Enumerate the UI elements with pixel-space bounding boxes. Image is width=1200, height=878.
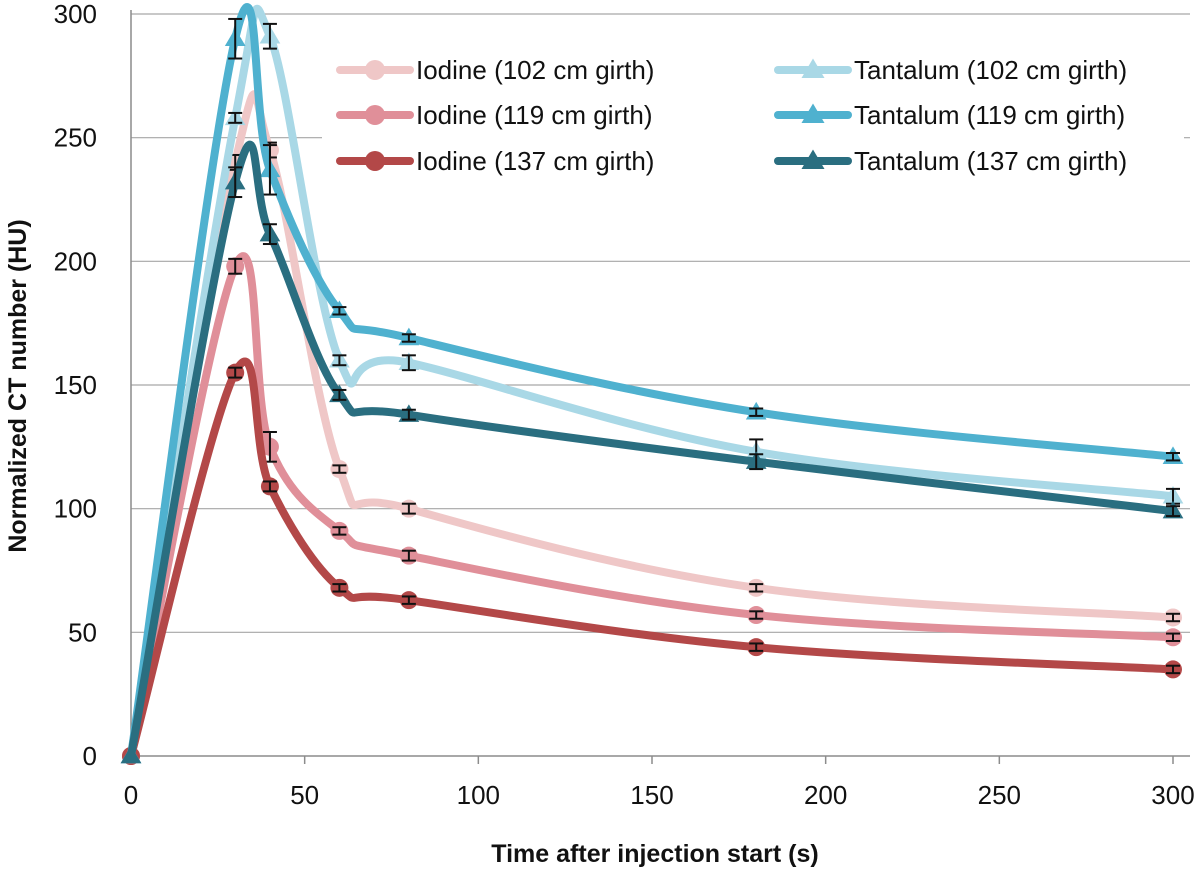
- x-axis-title: Time after injection start (s): [491, 840, 818, 868]
- legend-swatch-marker: [801, 103, 825, 124]
- error-bar-s6-p6: [749, 453, 764, 471]
- legend-label: Tantalum (137 cm girth): [854, 146, 1127, 176]
- legend-box: [322, 40, 1184, 190]
- x-tick-label-100: 100: [457, 780, 500, 810]
- error-bar-s1-p5: [401, 502, 416, 515]
- error-bar-s5-p4: [332, 306, 347, 316]
- x-tick-label-0: 0: [124, 780, 138, 810]
- series-line-3: [127, 357, 1177, 760]
- axes: 0 50 100 150 200 250 300 0 50 100 150 200 250 300: [54, 0, 1195, 810]
- error-bar-s6-p4: [332, 388, 347, 401]
- error-bar-s3-p2: [228, 366, 243, 379]
- error-bar-s6-p7: [1166, 505, 1180, 518]
- y-tick-label-150: 150: [54, 370, 97, 400]
- legend-item-5: Tantalum (119 cm girth): [774, 100, 1125, 130]
- legend-swatch-marker: [365, 105, 385, 125]
- error-bar-s5-p7: [1166, 452, 1180, 462]
- series-3: [122, 357, 1182, 765]
- x-tick-label-300: 300: [1151, 780, 1194, 810]
- legend-swatch-marker: [801, 58, 825, 79]
- y-axis-title: Normalized CT number (HU): [4, 219, 32, 552]
- error-bar-s3-p3: [262, 480, 277, 493]
- error-bar-s5-p5: [401, 333, 416, 343]
- legend-label: Iodine (119 cm girth): [416, 100, 653, 130]
- legend-item-6: Tantalum (137 cm girth): [774, 146, 1127, 176]
- series-4: [120, 4, 1184, 764]
- error-bar-s4-p5: [401, 354, 416, 372]
- error-bar-s3-p4: [332, 583, 347, 593]
- error-bar-s2-p2: [228, 257, 243, 275]
- error-bar-s1-p7: [1166, 612, 1180, 623]
- legend-swatch-marker: [365, 151, 385, 171]
- x-tick-label-150: 150: [630, 780, 673, 810]
- series-line-4: [127, 4, 1177, 760]
- error-bar-s5-p3: [262, 144, 277, 196]
- error-bar-s6-p5: [401, 408, 416, 421]
- data-point-s6-p1: [120, 745, 142, 764]
- legend-item-1: Iodine (102 cm girth): [336, 55, 654, 85]
- error-bar-s4-p2: [228, 111, 243, 124]
- series-layer: [120, 3, 1184, 765]
- x-tick-label-250: 250: [978, 780, 1021, 810]
- series-5: [120, 3, 1184, 764]
- legend-swatch-marker: [365, 60, 385, 80]
- y-tick-label-250: 250: [54, 123, 97, 153]
- legend-swatch-marker: [801, 149, 825, 170]
- error-bar-s3-p5: [401, 595, 416, 605]
- error-bar-s6-p3: [262, 223, 277, 246]
- x-tick-label-200: 200: [804, 780, 847, 810]
- legend-item-2: Iodine (119 cm girth): [336, 100, 653, 130]
- error-bar-s6-p2: [228, 166, 243, 199]
- error-bar-s3-p7: [1166, 664, 1180, 675]
- error-bar-s5-p6: [749, 407, 764, 417]
- error-bar-s4-p4: [332, 354, 347, 367]
- y-tick-label-100: 100: [54, 494, 97, 524]
- legend-label: Tantalum (102 cm girth): [854, 55, 1127, 85]
- x-tick-label-50: 50: [290, 780, 319, 810]
- error-bar-s3-p6: [749, 642, 764, 652]
- error-bar-s1-p4: [332, 464, 347, 474]
- error-bar-s2-p7: [1166, 632, 1180, 642]
- y-tick-label-50: 50: [68, 617, 97, 647]
- series-2: [122, 252, 1182, 765]
- error-bar-s1-p6: [749, 583, 764, 593]
- legend: Iodine (102 cm girth) Iodine (119 cm girt…: [336, 55, 1127, 176]
- error-bar-s5-p2: [228, 17, 243, 60]
- y-tick-label-200: 200: [54, 246, 97, 276]
- legend-item-3: Iodine (137 cm girth): [336, 146, 654, 176]
- legend-label: Tantalum (119 cm girth): [854, 100, 1125, 130]
- series-line-5: [127, 3, 1177, 760]
- y-tick-label-300: 300: [54, 0, 97, 29]
- error-bar-s4-p3: [262, 22, 277, 50]
- error-bar-s2-p4: [332, 526, 347, 536]
- legend-label: Iodine (137 cm girth): [416, 146, 654, 176]
- legend-item-4: Tantalum (102 cm girth): [774, 55, 1127, 85]
- error-bar-s2-p5: [401, 549, 416, 562]
- y-tick-label-0: 0: [83, 741, 97, 771]
- legend-label: Iodine (102 cm girth): [416, 55, 654, 85]
- legend-background: [322, 40, 1184, 190]
- series-6: [120, 140, 1184, 764]
- error-bar-s2-p6: [749, 610, 764, 620]
